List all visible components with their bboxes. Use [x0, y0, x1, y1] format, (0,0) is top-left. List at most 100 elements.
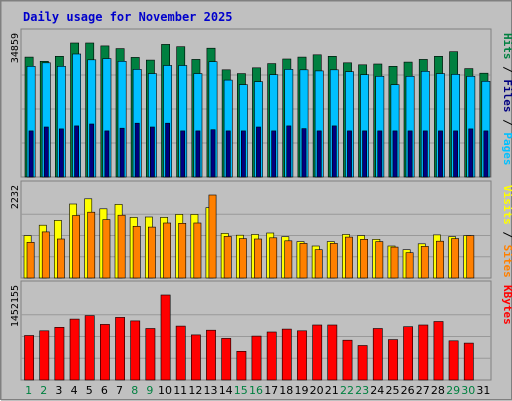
- bar-sites-day-5: [87, 211, 96, 279]
- bar-kbytes-day-22: [342, 339, 353, 381]
- bar-kbytes-day-24: [372, 328, 383, 381]
- panel-kbytes: 1452155 KBytes: [10, 280, 512, 381]
- day-label: 17: [264, 384, 278, 397]
- bar-sites-day-28: [436, 240, 444, 279]
- bar-pages-day-18: [286, 125, 292, 178]
- bar-sites-day-13: [208, 194, 217, 279]
- bar-pages-day-20: [316, 130, 322, 178]
- bar-sites-day-25: [390, 246, 399, 279]
- bar-kbytes-day-23: [357, 345, 368, 381]
- bar-pages-day-25: [392, 130, 398, 178]
- bar-kbytes-day-19: [297, 330, 307, 381]
- day-label: 27: [416, 384, 430, 397]
- series-pages: [28, 122, 489, 178]
- bar-kbytes-day-21: [327, 324, 338, 381]
- day-label: 19: [295, 384, 309, 397]
- day-label: 20: [310, 384, 324, 397]
- legend-pages: Pages: [501, 132, 512, 165]
- bar-sites-day-1: [26, 242, 35, 279]
- day-label: 8: [131, 384, 138, 397]
- bar-kbytes-day-28: [433, 321, 444, 381]
- bar-kbytes-day-27: [418, 324, 429, 381]
- bar-pages-day-28: [438, 130, 443, 178]
- day-label: 2: [40, 384, 47, 397]
- legend-hits: Hits: [501, 33, 512, 60]
- max-value-label: 2232: [10, 185, 21, 209]
- day-label: 16: [249, 384, 263, 397]
- bar-pages-day-7: [119, 127, 125, 178]
- bar-kbytes-day-12: [191, 334, 201, 381]
- series-kbytes: [24, 294, 474, 381]
- bar-pages-day-15: [241, 130, 246, 178]
- bar-pages-day-23: [362, 130, 367, 178]
- bar-pages-day-12: [195, 130, 201, 178]
- bar-pages-day-31: [483, 130, 489, 178]
- bar-sites-day-7: [117, 214, 126, 279]
- bar-pages-day-4: [74, 125, 79, 178]
- legend-files: Files: [501, 79, 512, 112]
- bar-pages-day-13: [210, 129, 216, 178]
- max-value-label: 1452155: [10, 285, 21, 327]
- bar-pages-day-2: [43, 126, 49, 178]
- chart-title: Daily usage for November 2025: [23, 10, 233, 24]
- bar-kbytes-day-6: [100, 324, 110, 381]
- bar-pages-day-26: [407, 130, 413, 178]
- bar-sites-day-26: [405, 252, 414, 279]
- bar-pages-day-17: [271, 130, 277, 178]
- bar-pages-day-3: [58, 128, 64, 178]
- side-legend: Hits / Files / Pages: [501, 33, 512, 166]
- bar-kbytes-day-16: [251, 335, 262, 381]
- day-label: 15: [234, 384, 248, 397]
- bar-kbytes-day-1: [24, 335, 34, 381]
- day-label: 25: [386, 384, 400, 397]
- bar-sites-day-3: [56, 238, 65, 279]
- day-label: 5: [86, 384, 93, 397]
- day-label: 1: [25, 384, 32, 397]
- bar-kbytes-day-15: [236, 350, 247, 381]
- legend-sites: Sites: [501, 245, 512, 278]
- bar-sites-day-9: [148, 226, 156, 279]
- bar-sites-day-10: [163, 222, 171, 279]
- bar-pages-day-10: [165, 122, 170, 178]
- day-label: 30: [461, 384, 475, 397]
- bar-kbytes-day-10: [160, 294, 171, 381]
- bar-pages-day-27: [422, 130, 428, 178]
- panel-visits-sites: 2232 Visits / Sites: [10, 180, 512, 279]
- day-label: 31: [476, 384, 490, 397]
- max-value-label: 34859: [10, 33, 21, 63]
- bar-kbytes-day-13: [206, 329, 216, 381]
- bar-sites-day-18: [284, 240, 293, 279]
- day-label: 13: [204, 384, 218, 397]
- day-label: 24: [370, 384, 384, 397]
- bar-kbytes-day-30: [463, 342, 474, 381]
- bar-pages-day-21: [331, 125, 337, 178]
- bar-pages-day-1: [28, 130, 34, 178]
- bar-kbytes-day-8: [130, 320, 141, 381]
- side-legend: KBytes: [501, 285, 512, 325]
- bar-sites-day-16: [254, 238, 262, 279]
- bar-sites-day-8: [132, 226, 141, 279]
- bar-pages-day-14: [225, 130, 231, 178]
- day-label: 11: [173, 384, 187, 397]
- bar-sites-day-30: [466, 235, 475, 279]
- day-label: 3: [55, 384, 62, 397]
- bar-sites-day-24: [375, 241, 384, 279]
- bar-kbytes-day-25: [388, 339, 398, 381]
- bar-kbytes-day-2: [39, 330, 50, 381]
- bar-kbytes-day-20: [312, 324, 323, 381]
- legend-separator: /: [501, 60, 512, 80]
- bar-pages-day-5: [89, 123, 95, 178]
- bar-pages-day-11: [180, 130, 186, 178]
- bar-sites-day-12: [193, 222, 202, 279]
- bar-pages-day-22: [347, 130, 352, 178]
- day-label: 14: [219, 384, 233, 397]
- bar-sites-day-14: [223, 236, 232, 279]
- day-label: 23: [355, 384, 369, 397]
- day-label: 4: [71, 384, 78, 397]
- day-label: 7: [116, 384, 123, 397]
- bar-kbytes-day-11: [175, 325, 186, 381]
- day-label: 28: [431, 384, 445, 397]
- bar-kbytes-day-18: [281, 328, 292, 381]
